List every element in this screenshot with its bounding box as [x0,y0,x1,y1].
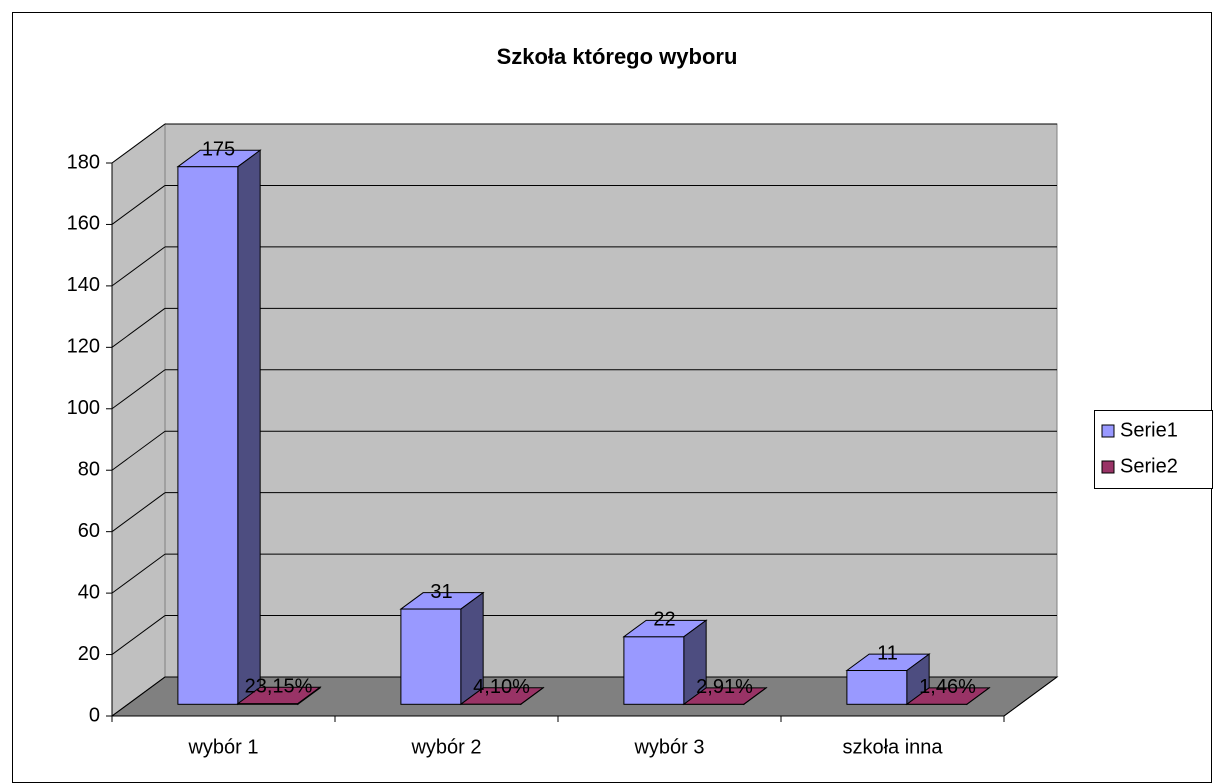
side-wall [111,123,166,717]
y-tick-label: 160 [67,213,100,235]
grid-line [111,369,166,410]
bar-side [237,149,261,706]
grid-line [111,430,166,471]
legend-box [1094,410,1213,489]
data-label: 2,91% [696,676,753,698]
bar [846,670,908,705]
grid-line [111,492,166,533]
y-tick-label: 100 [67,397,100,419]
bar [177,166,239,705]
grid-line [111,307,166,348]
data-label: 23,15% [245,676,313,698]
x-tick-label: wybór 3 [633,736,704,758]
bar-side [297,686,321,706]
y-tick-label: 20 [78,643,100,665]
bar [400,608,462,705]
y-tick-label: 0 [89,704,100,726]
data-label: 175 [202,139,235,161]
data-label: 31 [430,581,452,603]
y-tick-label: 180 [67,151,100,173]
legend-swatch [1101,424,1115,438]
legend-label: Serie1 [1120,419,1178,441]
legend-label: Serie2 [1120,455,1178,477]
grid-line [111,185,166,225]
y-tick-label: 80 [78,459,100,481]
chart-title: Szkoła którego wyboru [497,44,738,69]
grid-line [111,246,166,287]
y-tick-label: 120 [67,336,100,358]
data-label: 1,46% [919,676,976,698]
data-label: 4,10% [473,676,530,698]
y-tick-label: 60 [78,520,100,542]
x-tick-label: wybór 1 [187,736,258,758]
bar-side [966,686,990,706]
y-tick-label: 140 [67,274,100,296]
grid-line [111,676,166,717]
bar [623,636,685,705]
bar-side [520,686,544,706]
grid-line [111,123,166,164]
data-label: 22 [653,609,675,631]
grid-line [111,615,166,655]
x-tick-label: wybór 2 [410,736,481,758]
back-wall [164,123,1058,678]
data-label: 11 [877,642,898,664]
grid-line [111,553,166,594]
legend-swatch [1101,460,1115,474]
floor-edge [1003,676,1058,717]
y-tick-label: 40 [78,581,100,603]
x-tick-label: szkoła inna [842,736,943,758]
bar-side [743,686,767,706]
